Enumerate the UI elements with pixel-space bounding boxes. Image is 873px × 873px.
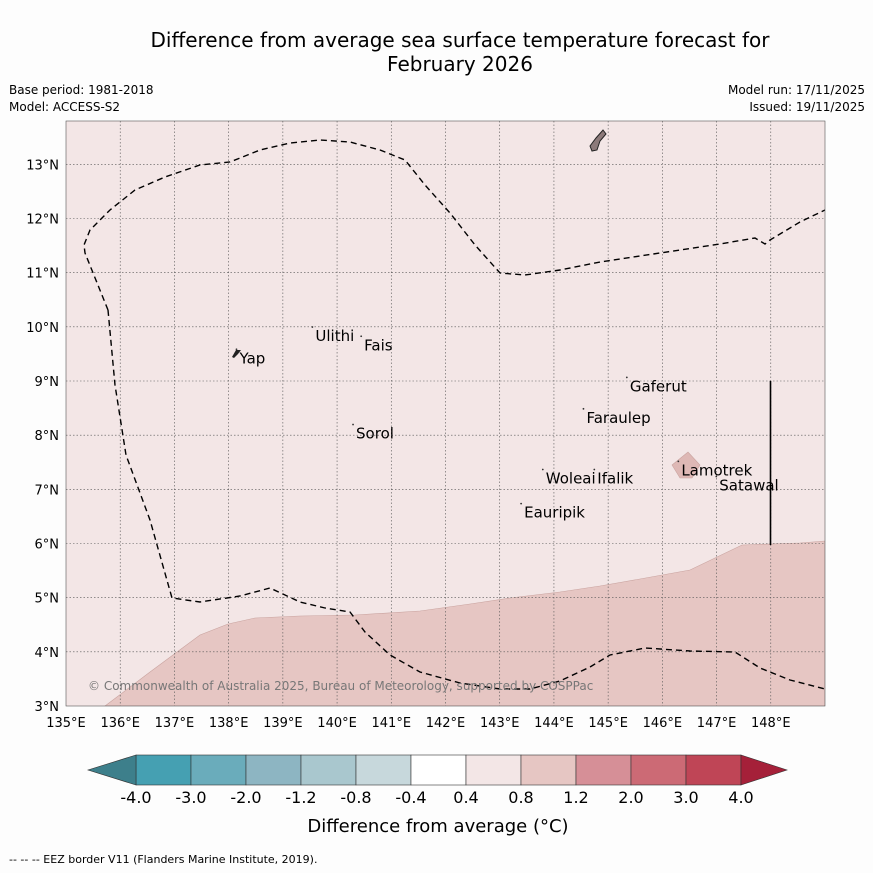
yap-island [232, 350, 241, 358]
colorbar-segment [355, 754, 412, 786]
lat-tick-label: 12°N [26, 213, 59, 228]
colorbar-high-extend [740, 754, 788, 786]
colorbar-tick-label: 4.0 [728, 788, 753, 807]
colorbar-tick-label: 3.0 [673, 788, 698, 807]
place-label: Gaferut [630, 377, 687, 395]
lat-tick-label: 3°N [35, 700, 60, 715]
atoll-marker [715, 475, 718, 478]
warm-anomaly-region [104, 540, 825, 706]
colorbar-segment [520, 754, 577, 786]
lon-tick-label: 142°E [426, 716, 466, 731]
lon-tick-label: 145°E [588, 716, 628, 731]
map-frame [65, 120, 826, 707]
colorbar-tick-label: 0.4 [453, 788, 478, 807]
colorbar-segment [630, 754, 687, 786]
lat-tick-label: 6°N [35, 538, 60, 553]
colorbar-tick-label: -3.0 [175, 788, 206, 807]
issued-date: Issued: 19/11/2025 [749, 100, 865, 114]
model-name: Model: ACCESS-S2 [9, 100, 121, 114]
lon-tick-label: 136°E [100, 716, 140, 731]
place-label: Lamotrek [681, 461, 752, 479]
lon-tick-label: 135°E [46, 716, 86, 731]
colorbar-tick-label: -0.4 [395, 788, 426, 807]
lat-tick-label: 9°N [35, 375, 60, 390]
lat-tick-label: 7°N [35, 483, 60, 498]
footnote: -- -- -- EEZ border V11 (Flanders Marine… [9, 853, 318, 866]
lat-tick-label: 4°N [35, 646, 60, 661]
place-label: Sorol [356, 425, 394, 443]
atoll-marker [677, 460, 680, 463]
meta-right: Model run: 17/11/2025 Issued: 19/11/2025 [728, 82, 865, 116]
atoll-marker [520, 502, 523, 505]
axis-labels: 135°E 136°E 137°E 138°E 139°E 140°E 141°E 142°E… [26, 158, 790, 731]
atoll-marker [541, 468, 544, 471]
colorbar-segment [465, 754, 522, 786]
lat-tick-label: 13°N [26, 158, 59, 173]
colorbar-segment [575, 754, 632, 786]
lat-tick-label: 11°N [26, 267, 59, 282]
lon-tick-label: 137°E [155, 716, 195, 731]
place-labels: Yap Ulithi Fais Sorol Gaferut Faraulep Woleai I… [235, 326, 779, 522]
colorbar-tick-label: 1.2 [563, 788, 588, 807]
colorbar-segment [300, 754, 357, 786]
place-label: Satawal [719, 477, 778, 495]
atoll-marker [582, 407, 585, 410]
title-line-1: Difference from average sea surface temp… [150, 28, 770, 52]
eez-border-line-north [83, 139, 825, 311]
atoll-marker [360, 335, 363, 338]
colorbar-tick-label: 0.8 [508, 788, 533, 807]
place-label: Fais [364, 336, 393, 354]
copyright-text: © Commonwealth of Australia 2025, Bureau… [88, 679, 593, 693]
place-label: Ulithi [315, 327, 354, 345]
colorbar: -4.0 -3.0 -2.0 -1.2 -0.8 -0.4 0.4 0.8 1.2 2.0 3.0 4… [86, 754, 788, 807]
lon-tick-label: 148°E [751, 716, 791, 731]
warm-anomaly-patch [671, 451, 701, 479]
lat-tick-label: 5°N [35, 592, 60, 607]
model-run: Model run: 17/11/2025 [727, 83, 865, 97]
colorbar-tick-label: -1.2 [285, 788, 316, 807]
place-label: Yap [238, 349, 265, 367]
colorbar-segment [245, 754, 302, 786]
guam-island [589, 129, 607, 152]
colorbar-tick-label: -4.0 [120, 788, 151, 807]
colorbar-low-extend [86, 754, 137, 786]
colorbar-tick-label: -0.8 [340, 788, 371, 807]
chart-title: Difference from average sea surface temp… [0, 28, 873, 76]
lon-tick-label: 143°E [480, 716, 520, 731]
lon-tick-label: 140°E [317, 716, 357, 731]
lon-tick-label: 146°E [643, 716, 683, 731]
gridlines [66, 121, 825, 706]
place-label: Eauripik [524, 504, 585, 522]
meta-left: Base period: 1981-2018 Model: ACCESS-S2 [9, 82, 154, 116]
eez-border-line [107, 309, 825, 690]
colorbar-segment [135, 754, 192, 786]
colorbar-tick-label: -2.0 [230, 788, 261, 807]
place-label: Ifalik [597, 470, 633, 488]
colorbar-tick-label: 2.0 [618, 788, 643, 807]
lon-tick-label: 147°E [697, 716, 737, 731]
lon-tick-label: 139°E [263, 716, 303, 731]
base-period: Base period: 1981-2018 [9, 83, 154, 97]
place-label: Faraulep [586, 409, 650, 427]
atoll-marker [311, 326, 314, 328]
colorbar-segment [410, 754, 467, 786]
atoll-marker [593, 468, 596, 471]
lat-tick-label: 8°N [35, 429, 60, 444]
atoll-marker [352, 423, 354, 426]
colorbar-segment [190, 754, 247, 786]
lon-tick-label: 144°E [534, 716, 574, 731]
title-line-2: February 2026 [387, 52, 533, 76]
atoll-marker [235, 348, 238, 351]
place-label: Woleai [546, 470, 596, 488]
lat-tick-label: 10°N [26, 321, 59, 336]
colorbar-label: Difference from average (°C) [307, 816, 568, 837]
lon-tick-label: 141°E [372, 716, 412, 731]
lon-tick-label: 138°E [209, 716, 249, 731]
colorbar-segment [685, 754, 742, 786]
atoll-marker [625, 376, 628, 379]
